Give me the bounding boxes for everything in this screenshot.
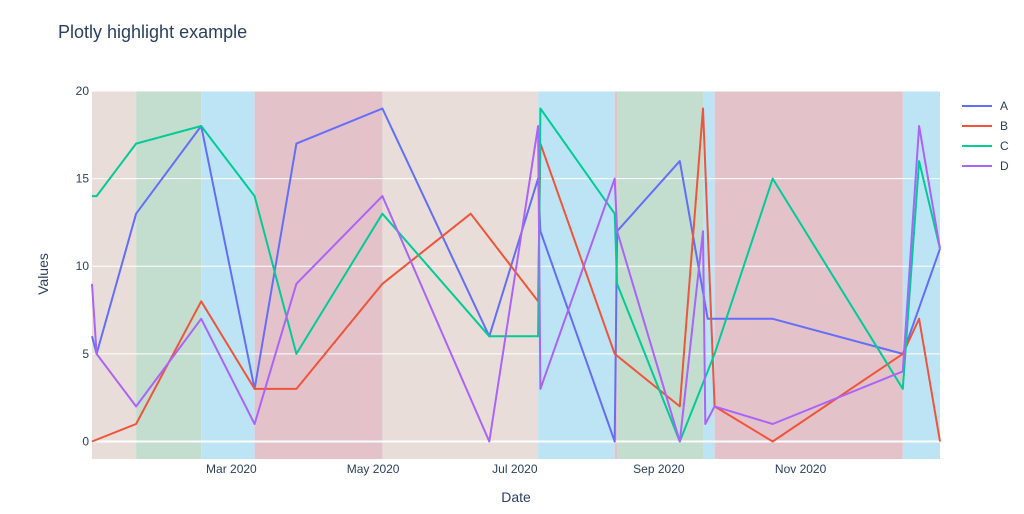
legend-label-c: C — [1000, 139, 1009, 153]
series-line-d — [91, 125, 941, 443]
x-tick-label: Jul 2020 — [492, 462, 538, 476]
x-axis-title: Date — [501, 489, 531, 505]
x-tick-label: Mar 2020 — [206, 462, 257, 476]
x-axis-ticks: Mar 2020 May 2020 Jul 2020 Sep 2020 Nov 2020 — [206, 462, 827, 476]
x-tick-label: Sep 2020 — [633, 462, 685, 476]
x-tick-label: Nov 2020 — [775, 462, 827, 476]
series-lines — [91, 107, 941, 443]
legend-label-d: D — [1000, 159, 1009, 173]
y-tick-label: 10 — [76, 259, 90, 273]
highlight-band — [538, 91, 615, 459]
y-axis-title: Values — [35, 253, 51, 295]
highlight-band — [617, 91, 704, 459]
y-tick-label: 5 — [82, 347, 89, 361]
legend-label-a: A — [1000, 99, 1008, 113]
highlight-band — [714, 91, 903, 459]
y-axis-ticks: 0 5 10 15 20 — [76, 84, 90, 448]
legend-label-b: B — [1000, 119, 1008, 133]
x-tick-label: May 2020 — [347, 462, 400, 476]
y-tick-label: 15 — [76, 172, 90, 186]
y-tick-label: 20 — [76, 84, 90, 98]
highlight-band — [201, 91, 255, 459]
chart-title: Plotly highlight example — [58, 22, 247, 42]
highlight-band — [92, 91, 137, 459]
highlight-band — [136, 91, 202, 459]
y-tick-label: 0 — [82, 434, 89, 448]
